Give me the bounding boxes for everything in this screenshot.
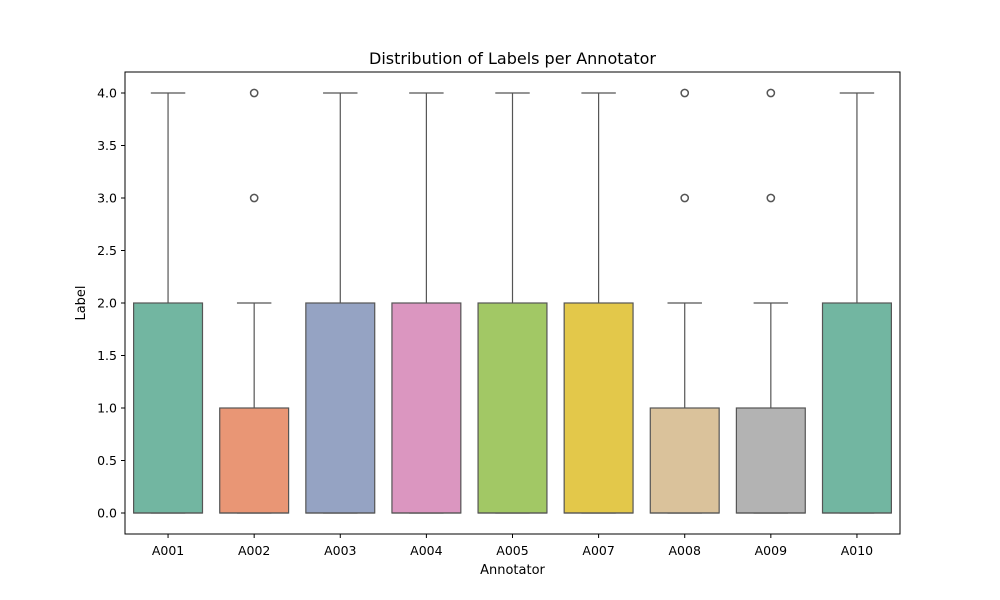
y-axis: 0.0 0.5 1.0 1.5 2.0 2.5 3.0 3.5 4.0 [97, 86, 125, 521]
box-iqr [649, 407, 720, 514]
x-axis: A001 A002 A003 A004 A005 A007 A008 A009 A010 [152, 534, 873, 558]
x-tick-label: A003 [324, 543, 356, 558]
box-group [735, 88, 806, 514]
x-tick-label: A008 [669, 543, 701, 558]
x-axis-label: Annotator [480, 563, 545, 578]
box-iqr [219, 407, 290, 514]
y-tick-label: 0.5 [97, 453, 117, 468]
outlier-point [680, 88, 690, 98]
x-tick-label: A009 [755, 543, 787, 558]
box-group [391, 92, 462, 514]
box-iqr [305, 302, 376, 514]
y-tick-label: 4.0 [97, 86, 117, 101]
y-tick-label: 3.5 [97, 138, 117, 153]
outlier-point [766, 193, 776, 203]
y-tick-label: 2.0 [97, 296, 117, 311]
box-group [563, 92, 634, 514]
x-tick-label: A001 [152, 543, 184, 558]
chart-title: Distribution of Labels per Annotator [369, 49, 656, 68]
box-iqr [735, 407, 806, 514]
box-iqr [821, 302, 892, 514]
y-tick-label: 1.5 [97, 348, 117, 363]
x-tick-label: A007 [582, 543, 614, 558]
box-iqr [133, 302, 204, 514]
plot-area [133, 88, 892, 514]
box-group [649, 88, 720, 514]
box-group [305, 92, 376, 514]
x-tick-label: A005 [496, 543, 528, 558]
y-axis-label: Label [74, 285, 89, 320]
y-tick-label: 2.5 [97, 243, 117, 258]
box-iqr [391, 302, 462, 514]
x-tick-label: A002 [238, 543, 270, 558]
box-group [133, 92, 204, 514]
box-group [821, 92, 892, 514]
outlier-point [766, 88, 776, 98]
box-group [219, 88, 290, 514]
outlier-point [249, 88, 259, 98]
y-tick-label: 0.0 [97, 506, 117, 521]
y-tick-label: 3.0 [97, 191, 117, 206]
outlier-point [249, 193, 259, 203]
box-group [477, 92, 548, 514]
outlier-point [680, 193, 690, 203]
y-tick-label: 1.0 [97, 401, 117, 416]
x-tick-label: A010 [841, 543, 873, 558]
box-iqr [563, 302, 634, 514]
x-tick-label: A004 [410, 543, 442, 558]
box-iqr [477, 302, 548, 514]
